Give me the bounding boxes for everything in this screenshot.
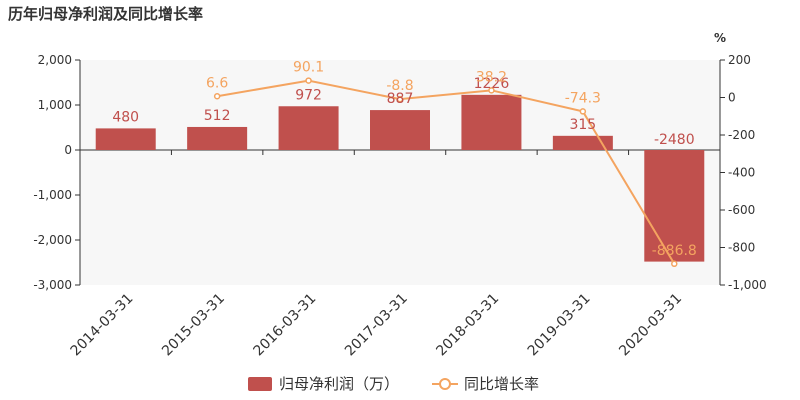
y-right-tick-label: -600 — [728, 203, 755, 217]
y-left-tick-label: 1,000 — [38, 98, 72, 112]
bar-data-label: 1226 — [474, 76, 510, 92]
line-data-label: -886.8 — [652, 243, 697, 259]
bar-data-label: 887 — [387, 91, 414, 107]
line-data-label: 38.2 — [476, 69, 507, 85]
y-right-tick-label: -400 — [728, 166, 755, 180]
growth-rate-line — [216, 79, 676, 265]
bar-data-label: 972 — [295, 87, 322, 103]
growth-rate-point-2015-03-31 — [213, 93, 221, 100]
chart-title: 历年归母净利润及同比增长率 — [8, 5, 203, 23]
growth-rate-point-2016-03-31 — [305, 77, 312, 84]
y-right-tick-label: 200 — [728, 53, 751, 67]
y-left-tick-label: -3,000 — [33, 278, 72, 292]
y-left-tick-label: -2,000 — [33, 233, 72, 247]
growth-rate-point-2017-03-31 — [396, 95, 404, 103]
legend-line-label: 同比增长率 — [464, 375, 539, 393]
y-left-tick-label: -1,000 — [33, 188, 72, 202]
bar-data-label: 480 — [112, 109, 139, 125]
legend-bar-label: 归母净利润（万） — [279, 375, 399, 393]
y-right-tick-label: -800 — [728, 241, 755, 255]
legend-bar-swatch — [248, 377, 272, 391]
growth-rate-point-2019-03-31 — [579, 108, 587, 115]
line-data-label: 90.1 — [293, 60, 324, 76]
bar-2014-03-31 — [95, 128, 156, 150]
y-right-unit-label: % — [714, 31, 726, 45]
bar-data-label: 512 — [204, 108, 231, 124]
bar-2020-03-31 — [644, 150, 705, 262]
bar-2016-03-31 — [278, 106, 339, 150]
growth-rate-point-2020-03-31 — [671, 260, 678, 268]
bar-2019-03-31 — [552, 135, 613, 150]
bar-data-label: -2480 — [654, 132, 695, 148]
legend-line-marker — [439, 378, 451, 390]
y-right-tick-label: -200 — [728, 128, 755, 142]
y-right-tick-label: -1,000 — [728, 278, 767, 292]
line-data-label: 6.6 — [206, 75, 228, 91]
bar-2018-03-31 — [461, 94, 522, 150]
line-data-label: -74.3 — [565, 90, 601, 106]
line-data-label: -8.8 — [386, 78, 413, 94]
bar-2017-03-31 — [370, 110, 430, 150]
y-left-tick-label: 2,000 — [38, 53, 72, 67]
bar-2015-03-31 — [187, 126, 248, 150]
y-right-tick-label: 0 — [728, 91, 736, 105]
bar-data-label: 315 — [569, 117, 596, 133]
y-left-tick-label: 0 — [64, 143, 72, 157]
growth-rate-point-2018-03-31 — [488, 87, 495, 94]
